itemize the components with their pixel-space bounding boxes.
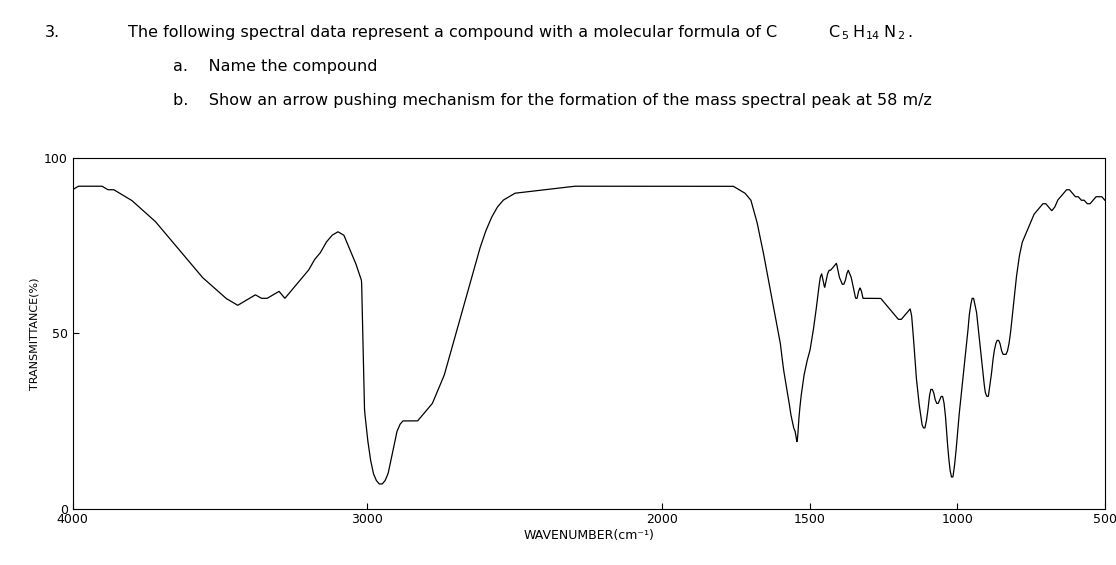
- Y-axis label: TRANSMITTANCE(%): TRANSMITTANCE(%): [30, 277, 40, 390]
- Text: 3.: 3.: [45, 25, 60, 41]
- Text: 2: 2: [897, 31, 904, 41]
- Text: The following spectral data represent a compound with a molecular formula of C: The following spectral data represent a …: [128, 25, 778, 41]
- Text: 14: 14: [866, 31, 881, 41]
- Text: N: N: [884, 25, 896, 41]
- Text: .: .: [907, 25, 913, 41]
- Text: 5: 5: [841, 31, 848, 41]
- X-axis label: WAVENUMBER(cm⁻¹): WAVENUMBER(cm⁻¹): [523, 529, 654, 542]
- Text: C: C: [828, 25, 839, 41]
- Text: b.    Show an arrow pushing mechanism for the formation of the mass spectral pea: b. Show an arrow pushing mechanism for t…: [173, 93, 932, 108]
- Text: H: H: [853, 25, 865, 41]
- Text: a.    Name the compound: a. Name the compound: [173, 59, 377, 75]
